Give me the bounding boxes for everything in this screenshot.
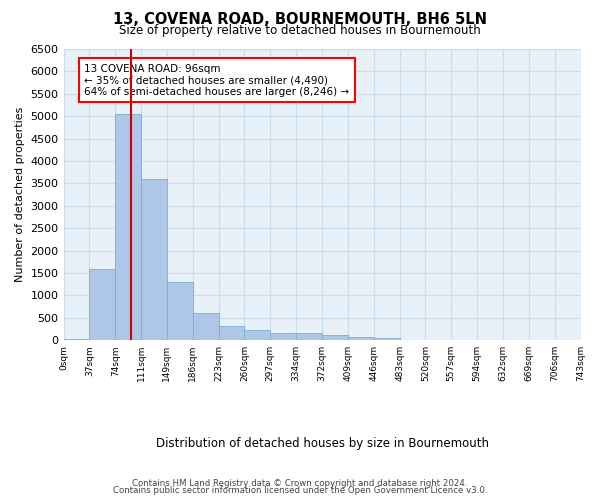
Text: Size of property relative to detached houses in Bournemouth: Size of property relative to detached ho… (119, 24, 481, 37)
Text: Contains public sector information licensed under the Open Government Licence v3: Contains public sector information licen… (113, 486, 487, 495)
Bar (89, 268, 115, 340)
Text: Contains HM Land Registry data © Crown copyright and database right 2024.: Contains HM Land Registry data © Crown c… (132, 478, 468, 488)
Text: 13 COVENA ROAD: 96sqm
← 35% of detached houses are smaller (4,490)
64% of semi-d: 13 COVENA ROAD: 96sqm ← 35% of detached … (84, 64, 349, 97)
Bar (271, 332, 296, 340)
Bar (193, 314, 218, 340)
Bar (374, 338, 400, 340)
Bar (348, 336, 374, 340)
Bar (167, 282, 193, 340)
Bar (218, 326, 244, 340)
Bar (141, 179, 167, 340)
Bar (64, 339, 89, 340)
Y-axis label: Number of detached properties: Number of detached properties (15, 107, 25, 282)
Bar (115, 114, 141, 340)
Bar (296, 333, 322, 340)
Bar (244, 330, 271, 340)
Text: 13, COVENA ROAD, BOURNEMOUTH, BH6 5LN: 13, COVENA ROAD, BOURNEMOUTH, BH6 5LN (113, 12, 487, 28)
Bar (322, 335, 348, 340)
X-axis label: Distribution of detached houses by size in Bournemouth: Distribution of detached houses by size … (155, 437, 488, 450)
